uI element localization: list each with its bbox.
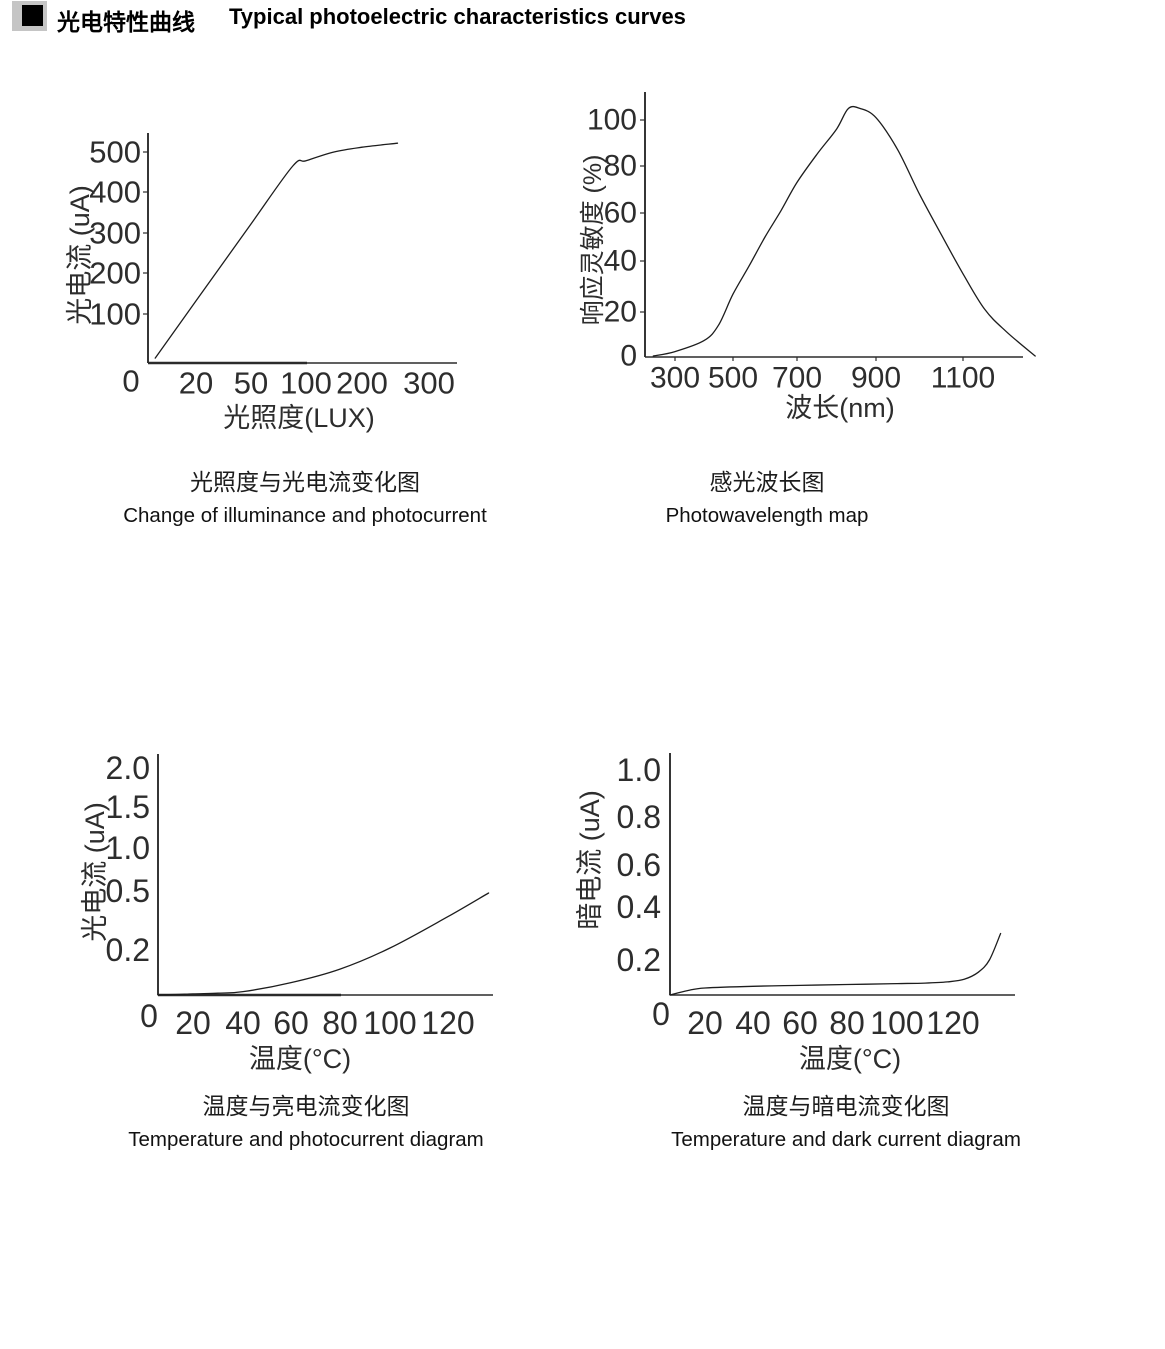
caption-temperature-photocurrent: 温度与亮电流变化图 Temperature and photocurrent d… (46, 1091, 566, 1157)
y-tick-label: 400 (89, 175, 141, 210)
y-tick-label: 0.4 (617, 889, 661, 925)
chart-temperature-vs-dark-current: 0.2 0.4 0.6 0.8 1.0 20 40 60 80 100 120 0 温度(°C) 暗电流 … (575, 752, 1015, 1074)
curve-relative-sensitivity (652, 105, 1036, 357)
y-tick-label: 0.2 (617, 942, 661, 978)
caption-temperature-dark-current: 温度与暗电流变化图 Temperature and dark current d… (586, 1091, 1106, 1157)
x-tick-label: 80 (322, 1005, 358, 1041)
origin-label: 0 (652, 996, 670, 1032)
x-tick-label: 60 (782, 1005, 818, 1041)
curve-dark-current (669, 932, 1002, 996)
y-axis-title: 光电流 (uA) (65, 185, 95, 325)
y-tick-label: 100 (89, 297, 141, 332)
section-title-zh: 光电特性曲线 (57, 10, 195, 35)
y-tick-label: 1.0 (617, 752, 661, 788)
caption-zh: 温度与暗电流变化图 (742, 1094, 950, 1119)
caption-en: Temperature and photocurrent diagram (128, 1128, 484, 1151)
x-tick-label: 700 (772, 362, 822, 395)
y-tick-label: 500 (89, 135, 141, 170)
caption-en: Photowavelength map (665, 504, 869, 527)
caption-en: Change of illuminance and photocurrent (123, 504, 487, 527)
x-axis-title: 光照度(LUX) (223, 403, 375, 433)
section-header: 光电特性曲线 Typical photoelectric characteris… (0, 0, 1165, 40)
y-tick-label: 40 (604, 245, 637, 278)
x-tick-label: 20 (175, 1005, 211, 1041)
x-tick-label: 120 (926, 1005, 979, 1041)
origin-label: 0 (122, 364, 139, 399)
x-tick-label: 50 (234, 366, 268, 401)
caption-zh: 感光波长图 (709, 470, 825, 495)
caption-zh: 光照度与光电流变化图 (190, 470, 420, 495)
origin-label: 0 (140, 998, 158, 1034)
section-title-en: Typical photoelectric characteristics cu… (229, 4, 686, 29)
y-tick-label: 1.5 (106, 789, 150, 825)
x-axis-title: 波长(nm) (785, 393, 895, 423)
x-tick-label: 500 (708, 362, 758, 395)
y-tick-label: 0.2 (106, 932, 150, 968)
caption-illuminance-photocurrent: 光照度与光电流变化图 Change of illuminance and pho… (45, 467, 565, 533)
y-tick-label: 2.0 (106, 750, 150, 786)
caption-zh: 温度与亮电流变化图 (202, 1094, 410, 1119)
x-tick-label: 80 (829, 1005, 865, 1041)
black-square-icon (22, 5, 43, 26)
chart-spectral-response: 0 20 40 60 80 100 300 500 700 900 1100 波长(nm) 响应灵敏度 … (579, 92, 1036, 423)
y-tick-label: 0.6 (617, 847, 661, 883)
y-axis-title: 光电流 (uA) (80, 802, 110, 942)
y-tick-label: 80 (604, 150, 637, 183)
x-tick-label: 300 (650, 362, 700, 395)
caption-photowavelength: 感光波长图 Photowavelength map (507, 467, 1027, 533)
y-tick-label: 1.0 (106, 830, 150, 866)
y-tick-label: 100 (587, 104, 637, 137)
x-tick-label: 40 (225, 1005, 261, 1041)
y-axis-title: 暗电流 (uA) (575, 790, 605, 930)
y-tick-label: 300 (89, 216, 141, 251)
x-tick-label: 40 (735, 1005, 771, 1041)
y-tick-label: 200 (89, 256, 141, 291)
x-tick-label: 20 (687, 1005, 723, 1041)
chart-temperature-vs-photocurrent: 0.2 0.5 1.0 1.52.0 20 40 60 80 100 120 0 温度(°C) 光电流 … (80, 750, 493, 1074)
y-tick-label: 20 (604, 296, 637, 329)
y-tick-label: 60 (604, 197, 637, 230)
section-bullet-icon (12, 1, 47, 31)
x-tick-label: 100 (870, 1005, 923, 1041)
x-tick-label: 200 (336, 366, 388, 401)
x-axis-title: 温度(°C) (799, 1044, 901, 1074)
curve-photocurrent (154, 142, 399, 359)
x-axis-title: 温度(°C) (249, 1044, 351, 1074)
x-tick-label: 900 (851, 362, 901, 395)
x-tick-label: 100 (280, 366, 332, 401)
caption-en: Temperature and dark current diagram (671, 1128, 1021, 1151)
x-tick-label: 300 (403, 366, 455, 401)
y-tick-label: 0 (620, 340, 637, 373)
x-tick-label: 60 (273, 1005, 309, 1041)
curve-light-current (157, 892, 490, 996)
y-axis-title: 响应灵敏度 (%) (579, 155, 607, 326)
y-tick-label: 0.5 (106, 873, 150, 909)
y-tick-label: 0.8 (617, 799, 661, 835)
x-tick-label: 20 (179, 366, 213, 401)
x-tick-label: 100 (363, 1005, 416, 1041)
x-tick-label: 120 (421, 1005, 474, 1041)
x-tick-label: 1100 (931, 362, 996, 395)
